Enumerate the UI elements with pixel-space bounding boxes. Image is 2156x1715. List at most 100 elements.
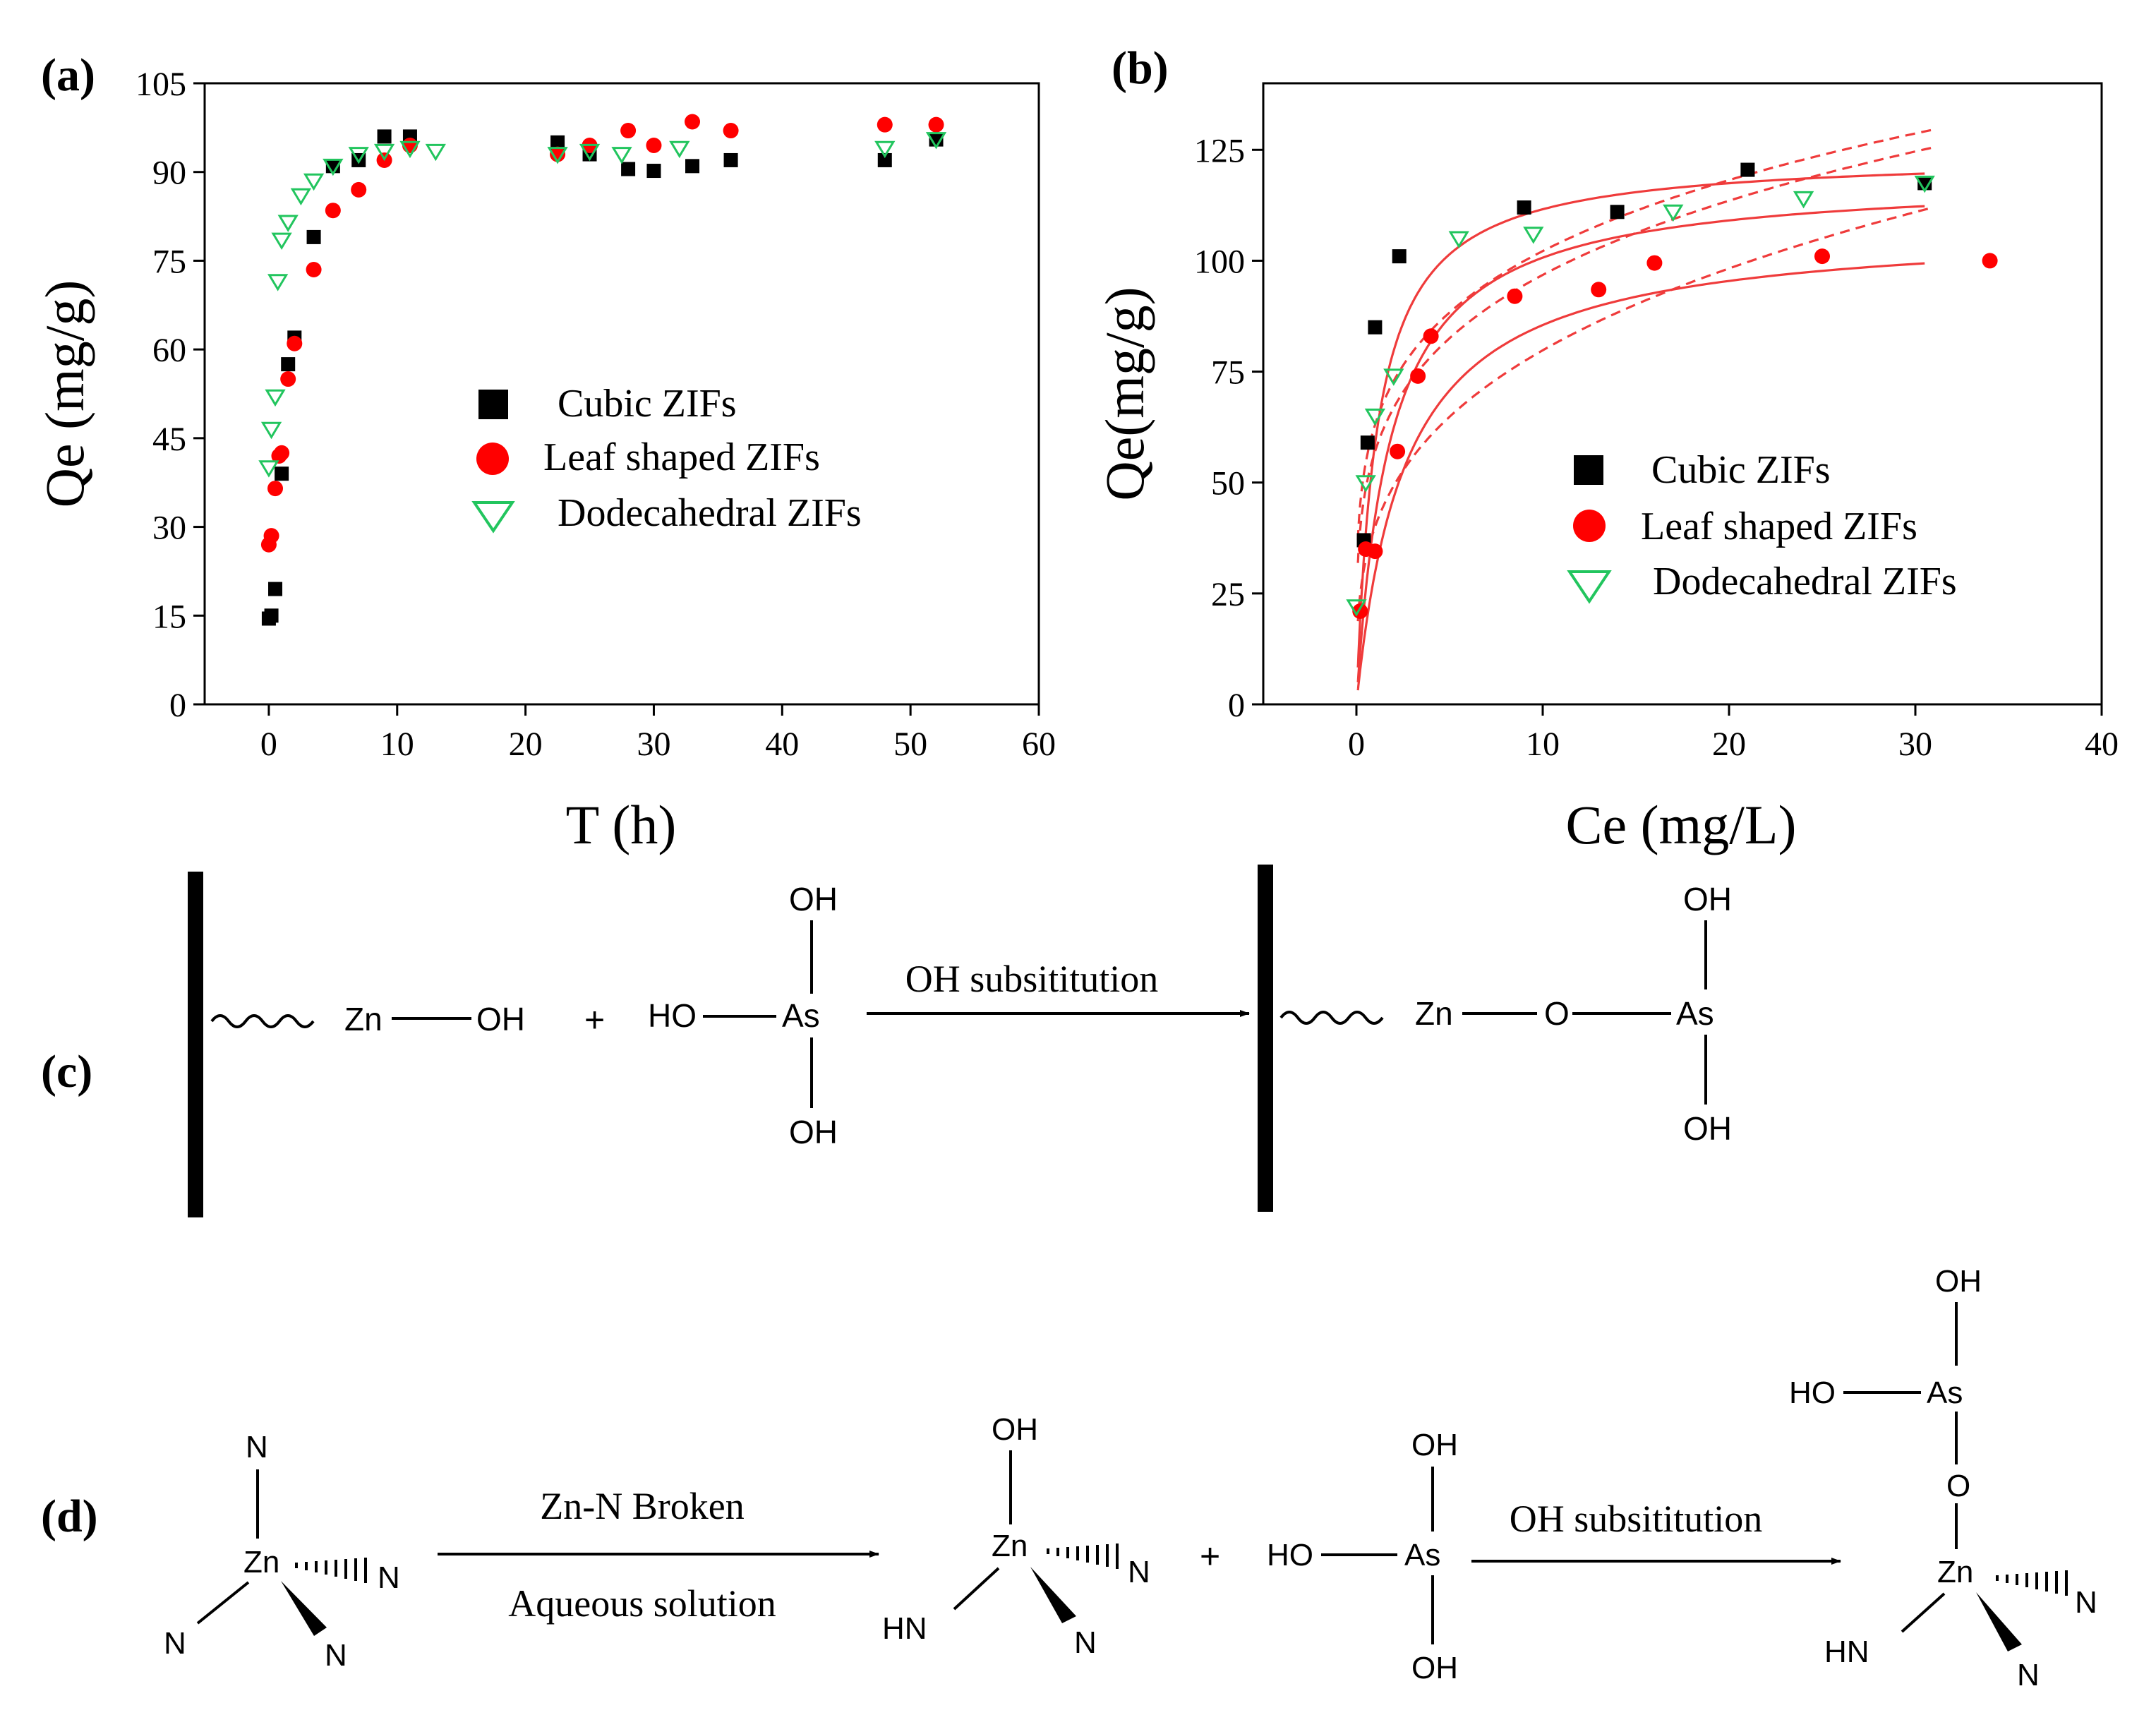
- zn2-hn-label: HN: [882, 1611, 927, 1646]
- panel-a-point-leaf-shaped-zifs: [325, 203, 341, 219]
- panel-a-point-dodecahedral-zifs: [260, 421, 282, 440]
- panel-b-point-cubic-zifs: [1517, 200, 1531, 215]
- panel-a-y-tick-label: 45: [152, 421, 186, 458]
- panel-a-point-leaf-shaped-zifs: [928, 116, 944, 133]
- panel-a-x-tick-label: 10: [380, 726, 414, 763]
- panel-a-y-axis: 0 15 30 45 60 75 90 105: [135, 66, 205, 724]
- panel-b-legend-dodeca: Dodecahedral ZIFs: [1653, 560, 1957, 603]
- panel-c: (c) Zn OH + OH HO As OH OH subsititution…: [41, 865, 1732, 1217]
- panel-a-point-dodecahedral-zifs: [669, 140, 690, 159]
- panel-a-y-tick-label: 30: [152, 510, 186, 547]
- panel-b: (b) 0 25 50 75 100 125 0 10 20 30 40 Ce (mg/L) Qe…: [1094, 42, 2119, 855]
- panel-b-fit-curves: [1356, 128, 1934, 691]
- surface-wavy-bond-left: [210, 1014, 315, 1028]
- panel-a-point-leaf-shaped-zifs: [351, 181, 367, 198]
- panel-a-point-dodecahedral-zifs: [265, 389, 286, 407]
- product-oh: OH: [1935, 1264, 1982, 1299]
- panel-a-point-dodecahedral-zifs: [579, 143, 601, 162]
- panel-a-y-tick-label: 15: [152, 598, 186, 635]
- panel-a-point-leaf-shaped-zifs: [287, 335, 303, 351]
- panel-a-point-cubic-zifs: [550, 135, 565, 150]
- arrow-label-d2: OH subsititution: [1510, 1498, 1763, 1540]
- panel-b-y-axis: 0 25 50 75 100 125: [1194, 132, 1263, 724]
- zn2-n-bottom: N: [1074, 1625, 1097, 1660]
- panel-a-legend-leaf: Leaf shaped ZIFs: [543, 435, 820, 479]
- panel-c-label: (c): [41, 1046, 92, 1097]
- panel-a-y-tick-label: 105: [135, 66, 186, 103]
- panel-b-point-cubic-zifs: [1392, 249, 1407, 264]
- product-wedge-bond: [1976, 1592, 2022, 1651]
- panel-d: (d) N Zn N N N Zn-N Broken Aqueous solut…: [41, 1264, 2097, 1692]
- zn2-n-right: N: [1128, 1555, 1150, 1589]
- panel-a-point-dodecahedral-zifs: [267, 274, 289, 291]
- panel-a-y-axis-title: Qe (mg/g): [34, 280, 95, 508]
- panel-b-point-dodecahedral-zifs: [1523, 227, 1544, 244]
- zif-n-right: N: [378, 1560, 400, 1595]
- panel-a-point-leaf-shaped-zifs: [646, 138, 662, 153]
- product-ho: HO: [1789, 1376, 1836, 1410]
- panel-b-y-tick-label: 25: [1211, 576, 1245, 613]
- reactant-oh: OH: [476, 1001, 525, 1037]
- panel-b-point-dodecahedral-zifs: [1448, 231, 1469, 248]
- panel-a-point-dodecahedral-zifs: [258, 460, 279, 478]
- panel-b-fit-curve-solid: [1356, 262, 1925, 691]
- panel-b-legend-leaf: Leaf shaped ZIFs: [1641, 505, 1917, 548]
- panel-a-point-cubic-zifs: [685, 159, 700, 174]
- panel-a-point-dodecahedral-zifs: [547, 147, 568, 164]
- panel-a-point-leaf-shaped-zifs: [620, 123, 637, 139]
- panel-a-point-dodecahedral-zifs: [290, 188, 312, 206]
- panel-b-point-leaf-shaped-zifs: [1646, 255, 1663, 271]
- panel-b-point-leaf-shaped-zifs: [1423, 328, 1439, 344]
- panel-a-point-cubic-zifs: [264, 608, 279, 623]
- panel-b-y-tick-label: 75: [1211, 354, 1245, 392]
- panel-a-legend-cubic: Cubic ZIFs: [558, 382, 737, 426]
- panel-d-label: (d): [41, 1491, 98, 1542]
- panel-b-point-dodecahedral-zifs: [1355, 475, 1376, 493]
- panel-a-x-tick-label: 20: [509, 726, 543, 763]
- panel-a-point-dodecahedral-zifs: [373, 143, 395, 162]
- panel-a-point-cubic-zifs: [877, 152, 892, 167]
- panel-a-point-dodecahedral-zifs: [277, 215, 299, 232]
- legend-marker-cubic: [1574, 455, 1603, 485]
- panel-a-point-cubic-zifs: [268, 582, 283, 596]
- arsenic-left-ho: HO: [1267, 1538, 1313, 1572]
- panel-a-point-cubic-zifs: [377, 129, 392, 144]
- panel-a-y-tick-label: 60: [152, 332, 186, 369]
- panel-a-x-axis-title: T (h): [566, 794, 677, 855]
- panel-b-point-leaf-shaped-zifs: [1367, 543, 1383, 560]
- panel-b-x-tick-label: 30: [1898, 726, 1932, 763]
- surface-bar-left: [188, 872, 203, 1217]
- panel-b-point-dodecahedral-zifs: [1663, 204, 1684, 222]
- zn2-wedge-bond: [1030, 1567, 1076, 1623]
- panel-a-point-cubic-zifs: [275, 467, 289, 481]
- panel-b-point-leaf-shaped-zifs: [1390, 443, 1406, 459]
- panel-a-point-cubic-zifs: [306, 229, 321, 244]
- panel-b-y-axis-title: Qe(mg/g): [1094, 287, 1155, 500]
- panel-b-point-leaf-shaped-zifs: [1410, 368, 1426, 384]
- arrow-label-d1-top: Zn-N Broken: [540, 1485, 744, 1527]
- arsenate-as: As: [782, 997, 820, 1034]
- product-as: As: [1676, 995, 1714, 1032]
- panel-a-legend-dodeca: Dodecahedral ZIFs: [558, 491, 862, 535]
- zn2-hn-bond: [953, 1567, 1000, 1611]
- arsenic-top-oh: OH: [1411, 1428, 1458, 1462]
- panel-b-plot-frame: [1262, 82, 2103, 706]
- arsenic-as: As: [1404, 1538, 1440, 1572]
- panel-b-point-dodecahedral-zifs: [1364, 408, 1386, 426]
- panel-b-x-tick-label: 0: [1348, 726, 1365, 763]
- panel-b-y-tick-label: 0: [1228, 687, 1245, 724]
- panel-a-point-leaf-shaped-zifs: [263, 528, 279, 544]
- legend-marker-cubic: [478, 390, 508, 419]
- reactant-zn: Zn: [344, 1001, 383, 1037]
- panel-a: (a) 0 15 30 45 60 75 90 105 0 10 20 30 40 50 60 T (h)…: [34, 49, 1056, 855]
- product-n-right: N: [2075, 1585, 2097, 1620]
- panel-a-point-leaf-shaped-zifs: [877, 116, 893, 133]
- panel-a-x-tick-label: 60: [1022, 726, 1056, 763]
- arrow-label-c: OH subsititution: [905, 958, 1159, 1000]
- panel-a-label: (a): [41, 49, 95, 101]
- product-hash-bond: [1996, 1570, 2068, 1596]
- panel-b-point-dodecahedral-zifs: [1793, 191, 1814, 209]
- arrow-label-d1-bottom: Aqueous solution: [508, 1582, 776, 1625]
- panel-b-x-axis: 0 10 20 30 40: [1348, 704, 2119, 763]
- plus-sign-c: +: [584, 1000, 605, 1040]
